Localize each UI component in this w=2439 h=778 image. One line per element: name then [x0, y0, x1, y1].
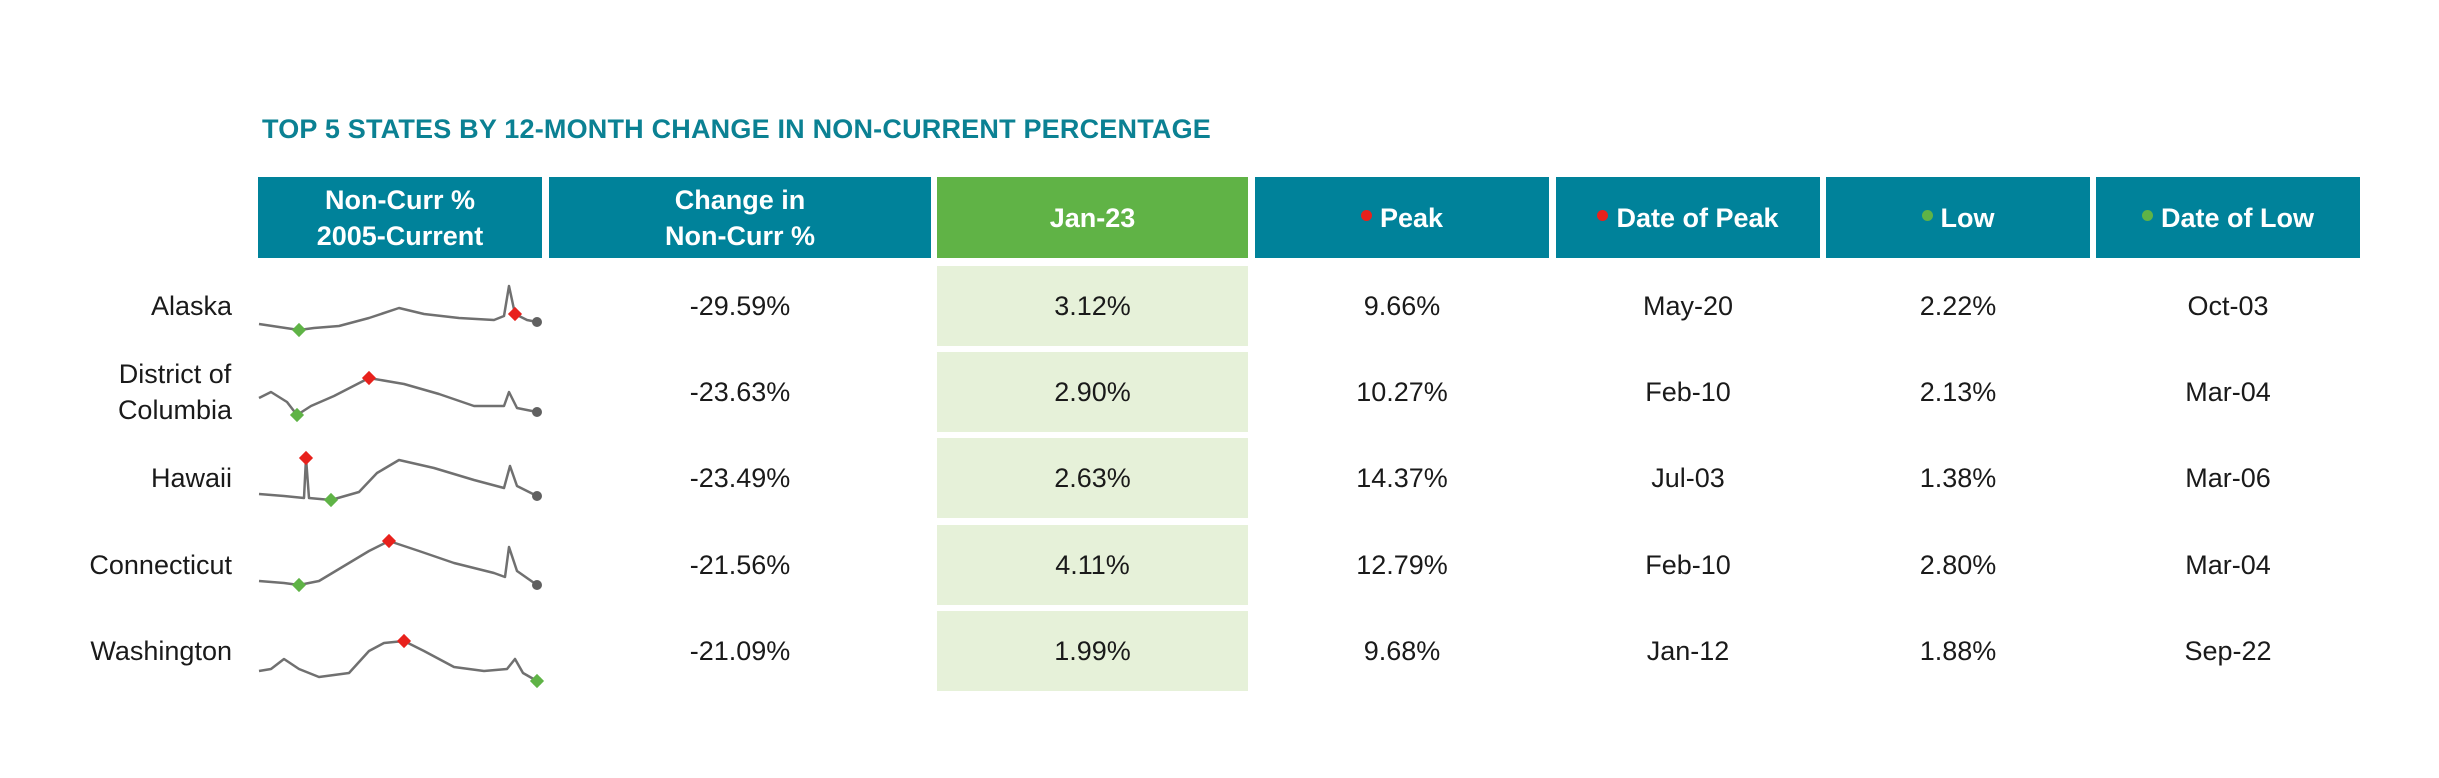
- peak-dot-icon: [1597, 210, 1609, 221]
- sparkline-path: [258, 284, 538, 332]
- chart-title: TOP 5 STATES BY 12-MONTH CHANGE IN NON-C…: [262, 114, 1211, 144]
- header-change: Change in Non-Curr %: [549, 177, 931, 258]
- sparkline-end-marker: [532, 580, 542, 590]
- state-name-text: District of Columbia: [117, 359, 232, 425]
- sparkline-path: [258, 539, 538, 587]
- cell-low: 1.38%: [1919, 462, 1997, 493]
- header-peak-date-label: Date of Peak: [1616, 202, 1779, 233]
- cell-current: 3.12%: [937, 266, 1248, 346]
- cell-change: -29.59%: [689, 290, 791, 321]
- sparkline-path: [258, 456, 538, 502]
- header-low-date: Date of Low: [2096, 177, 2360, 258]
- sparkline: [258, 533, 542, 593]
- state-name: Washington: [90, 636, 232, 666]
- low-dot-icon: [2142, 210, 2153, 221]
- sparkline-end-marker: [532, 317, 542, 327]
- cell-low: 2.80%: [1919, 549, 1997, 580]
- sparkline: [258, 633, 545, 689]
- cell-current: 1.99%: [937, 611, 1248, 691]
- low-marker: [529, 673, 545, 689]
- header-low-label: Low: [1940, 202, 1995, 233]
- cell-current: 2.90%: [937, 352, 1248, 432]
- cell-current: 4.11%: [937, 525, 1248, 605]
- peak-marker: [507, 306, 523, 322]
- cell-change: -23.49%: [689, 462, 791, 493]
- low-marker: [323, 492, 339, 508]
- header-low-date-label: Date of Low: [2161, 202, 2314, 233]
- header-low: Low: [1826, 177, 2090, 258]
- low-marker: [291, 322, 307, 338]
- peak-marker: [361, 370, 377, 386]
- cell-peak-date: Jan-12: [1646, 635, 1730, 666]
- header-peak-date: Date of Peak: [1556, 177, 1820, 258]
- cell-peak: 12.79%: [1356, 549, 1448, 580]
- low-dot-icon: [1921, 210, 1933, 221]
- cell-low: 2.22%: [1919, 290, 1997, 321]
- sparkline-end-marker: [532, 491, 542, 501]
- header-peak: Peak: [1255, 177, 1549, 258]
- cell-low-date: Oct-03: [2187, 290, 2269, 321]
- low-marker: [289, 407, 305, 423]
- cell-current: 2.63%: [937, 438, 1248, 518]
- peak-marker: [396, 633, 412, 649]
- state-name: Hawaii: [150, 463, 232, 493]
- cell-change: -21.56%: [689, 549, 791, 580]
- cell-peak-date: May-20: [1642, 290, 1734, 321]
- header-sparkline-line1: Non-Curr %: [325, 184, 475, 215]
- cell-low-date: Mar-06: [2185, 462, 2271, 493]
- header-change-line1: Change in: [674, 184, 806, 215]
- cell-peak: 9.68%: [1363, 635, 1441, 666]
- header-current-label: Jan-23: [1049, 202, 1136, 233]
- sparkline-path: [258, 639, 538, 683]
- cell-change: -21.09%: [689, 635, 791, 666]
- header-peak-label: Peak: [1379, 202, 1444, 233]
- cell-peak-date: Jul-03: [1651, 462, 1725, 493]
- header-current: Jan-23: [937, 177, 1248, 258]
- sparkline-end-marker: [532, 407, 542, 417]
- cell-low: 1.88%: [1919, 635, 1997, 666]
- state-name: Connecticut: [89, 550, 232, 580]
- header-change-line2: Non-Curr %: [665, 220, 815, 251]
- cell-peak: 14.37%: [1356, 462, 1448, 493]
- low-marker: [291, 577, 307, 593]
- sparkline: [258, 370, 542, 423]
- cell-peak: 9.66%: [1363, 290, 1441, 321]
- peak-marker: [298, 450, 314, 466]
- cell-change: -23.63%: [689, 376, 791, 407]
- sparkline-path: [258, 376, 538, 417]
- cell-peak: 10.27%: [1356, 376, 1448, 407]
- peak-dot-icon: [1360, 210, 1372, 221]
- sparkline: [258, 450, 542, 508]
- header-sparkline-line2: 2005-Current: [316, 220, 484, 251]
- cell-low-date: Sep-22: [2184, 635, 2272, 666]
- header-sparkline: Non-Curr % 2005-Current: [258, 177, 542, 258]
- sparkline: [258, 284, 542, 338]
- cell-low-date: Mar-04: [2185, 376, 2271, 407]
- state-name: District of Columbia: [0, 352, 232, 432]
- cell-peak-date: Feb-10: [1645, 376, 1731, 407]
- peak-marker: [381, 533, 397, 549]
- cell-peak-date: Feb-10: [1645, 549, 1731, 580]
- state-name: Alaska: [150, 291, 232, 321]
- cell-low-date: Mar-04: [2185, 549, 2271, 580]
- cell-low: 2.13%: [1919, 376, 1997, 407]
